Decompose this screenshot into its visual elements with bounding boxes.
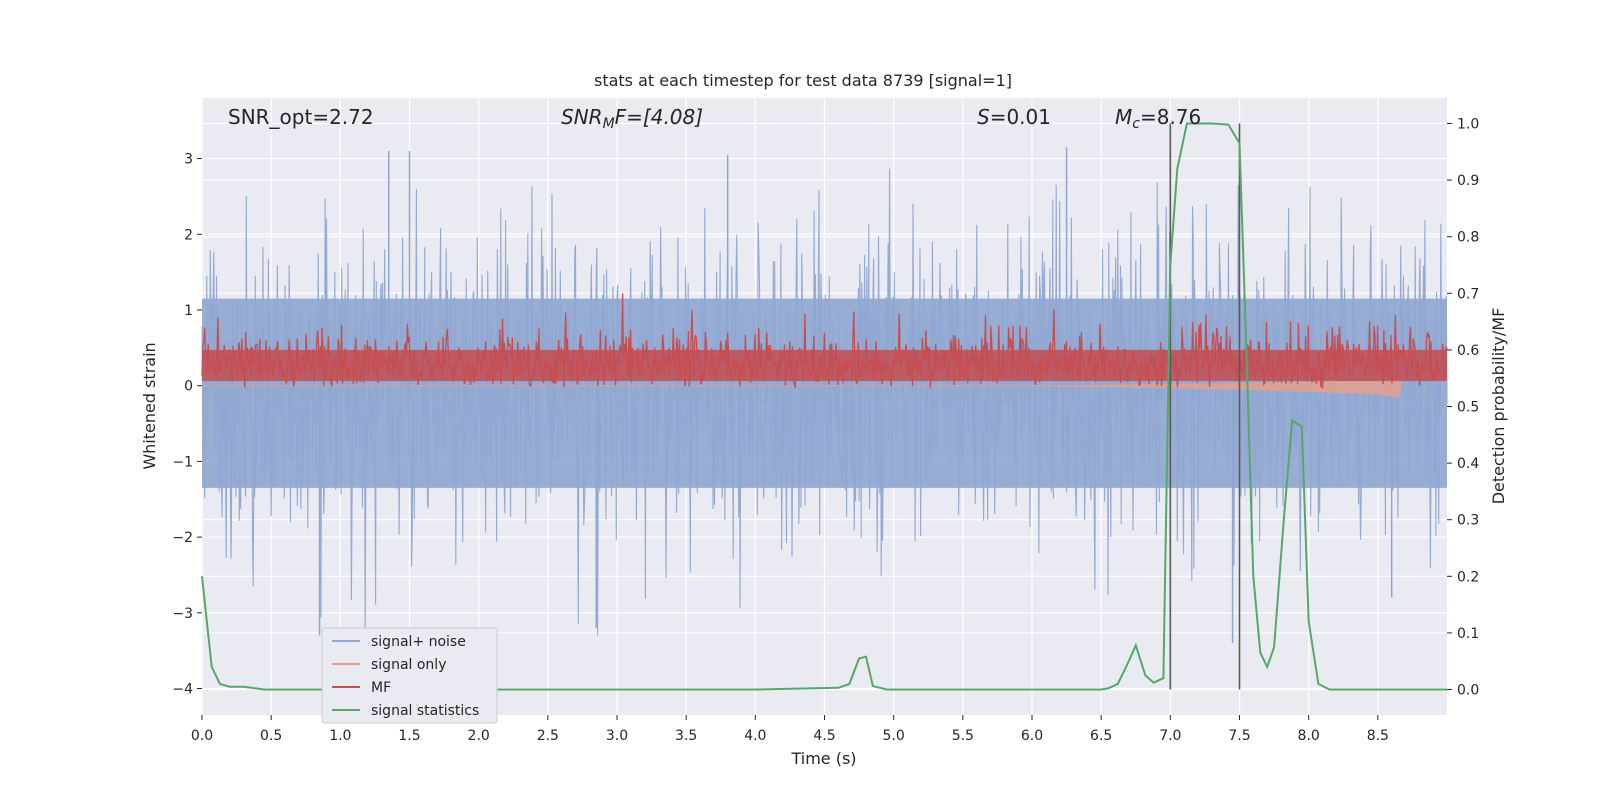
s-annotation: S=0.01 (977, 105, 1051, 129)
y2-axis-title: Detection probability/MF (1489, 308, 1508, 505)
snr-mf-sub: M (603, 116, 615, 132)
x-tick-label: 2.5 (537, 728, 559, 744)
mc-sub: c (1132, 116, 1140, 132)
mc-rest: =8.76 (1140, 105, 1201, 129)
signal-only-series (201, 378, 1402, 398)
y-tick-label: −2 (172, 530, 193, 546)
x-tick-label: 0.5 (260, 728, 282, 744)
s-rest: =0.01 (990, 105, 1051, 129)
chart-title: stats at each timestep for test data 873… (594, 71, 1012, 90)
y2-tick-label: 0.5 (1457, 400, 1479, 416)
x-tick-label: 4.5 (813, 728, 835, 744)
y-tick-label: 2 (184, 227, 193, 243)
snr-mf-annotation: SNRMF=[4.08] (561, 105, 703, 132)
legend-label-signal: signal only (371, 657, 446, 673)
x-tick-label: 5.0 (883, 728, 905, 744)
legend-label-noise: signal+ noise (371, 634, 466, 650)
y2-tick-label: 0.2 (1457, 569, 1479, 585)
x-tick-label: 6.0 (1021, 728, 1043, 744)
signal-only-line (201, 378, 1402, 398)
y2-tick-label: 1.0 (1457, 116, 1479, 132)
y2-tick-label: 0.7 (1457, 286, 1479, 302)
x-tick-label: 4.0 (744, 728, 766, 744)
snr-opt-annotation: SNR_opt=2.72 (228, 105, 374, 129)
x-tick-label: 1.5 (398, 728, 420, 744)
x-tick-label: 8.0 (1298, 728, 1320, 744)
axes-ticks: 0.0 0.5 1.0 1.5 2.0 2.5 3.0 3.5 4.0 4.5 5.0 5.5 6.0 6… (172, 116, 1479, 744)
y2-tick-label: 0.4 (1457, 456, 1479, 472)
x-tick-label: 3.5 (675, 728, 697, 744)
mc-label: M (1115, 105, 1132, 129)
x-axis-title: Time (s) (790, 749, 856, 768)
y-tick-label: 3 (184, 152, 193, 168)
y-tick-label: −3 (172, 606, 193, 622)
legend: signal+ noise signal only MF signal stat… (321, 627, 498, 724)
x-tick-label: 5.5 (952, 728, 974, 744)
y2-tick-label: 0.8 (1457, 230, 1479, 246)
y-tick-label: 1 (184, 303, 193, 319)
x-tick-label: 7.0 (1159, 728, 1181, 744)
x-tick-label: 0.0 (191, 728, 213, 744)
y2-tick-label: 0.9 (1457, 173, 1479, 189)
snr-mf-label: SNR (561, 105, 603, 129)
vertical-markers (1169, 123, 1241, 690)
y-tick-label: −4 (172, 682, 193, 698)
legend-label-mf: MF (371, 680, 391, 696)
x-tick-label: 2.0 (468, 728, 490, 744)
s-label: S (977, 105, 990, 129)
y2-tick-label: 0.0 (1457, 683, 1479, 699)
x-tick-label: 6.5 (1090, 728, 1112, 744)
legend-box (321, 627, 498, 724)
y-axis-title: Whitened strain (140, 342, 159, 469)
legend-label-stat: signal statistics (371, 703, 479, 719)
x-tick-label: 7.5 (1228, 728, 1250, 744)
y2-tick-label: 0.1 (1457, 626, 1479, 642)
x-tick-label: 1.0 (329, 728, 351, 744)
y-tick-label: 0 (184, 379, 193, 395)
x-tick-label: 8.5 (1367, 728, 1389, 744)
y-tick-label: −1 (172, 454, 193, 470)
mc-annotation: Mc=8.76 (1115, 105, 1201, 132)
y2-tick-label: 0.3 (1457, 513, 1479, 529)
y2-tick-label: 0.6 (1457, 343, 1479, 359)
snr-mf-rest: F=[4.08] (615, 105, 703, 129)
x-tick-label: 3.0 (606, 728, 628, 744)
